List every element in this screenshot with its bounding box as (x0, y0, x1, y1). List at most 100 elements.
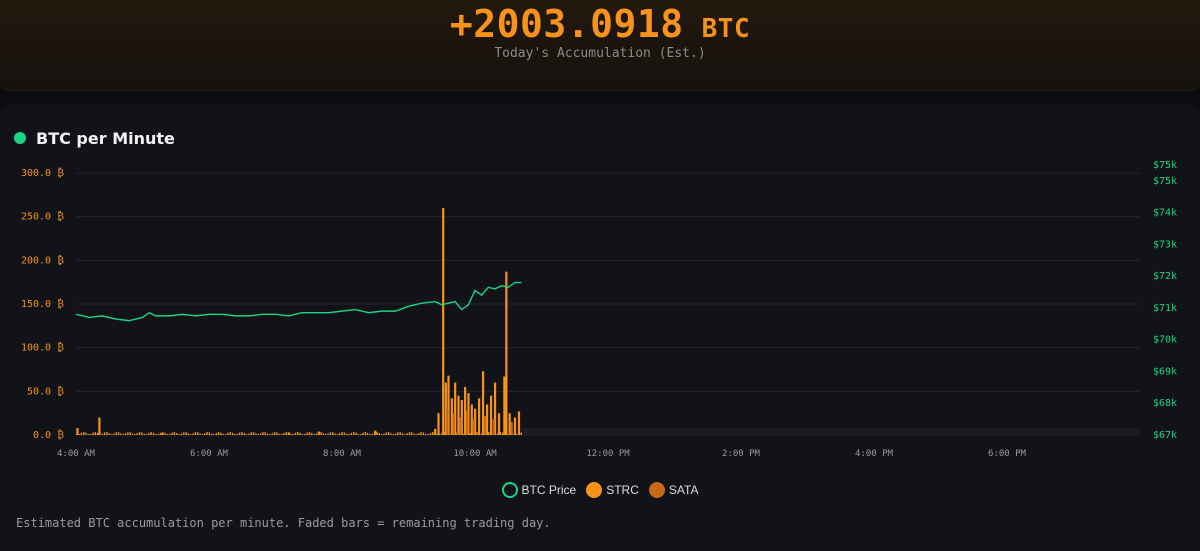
strc-bar (208, 432, 211, 435)
legend-label: SATA (668, 483, 699, 497)
strc-bar (204, 433, 206, 435)
sata-bar (452, 413, 455, 435)
strc-bar (227, 432, 229, 435)
y-left-tick-label: 0.0 ₿ (33, 429, 64, 441)
chart-legend: BTC Price STRC SATA (0, 482, 1200, 498)
x-tick-label: 6:00 AM (190, 449, 229, 459)
strc-bar (192, 433, 194, 435)
strc-bar (120, 433, 122, 435)
sata-bar (466, 410, 469, 435)
strc-bar (269, 434, 271, 435)
legend-item-strc[interactable]: STRC (586, 482, 639, 498)
strc-bar (477, 398, 481, 435)
strc-bar (497, 413, 501, 435)
sata-bar (446, 408, 449, 435)
strc-bar (443, 432, 446, 435)
strc-bar (108, 433, 110, 435)
strc-bar (197, 432, 199, 435)
strc-bar (252, 432, 255, 435)
strc-bar (159, 432, 162, 435)
strc-bar (487, 432, 490, 435)
sata-bar (510, 421, 513, 435)
strc-bar (157, 433, 159, 435)
y-right-tick-label: $67k (1153, 430, 1177, 441)
y-left-tick-label: 50.0 ₿ (27, 385, 64, 397)
strc-bar (437, 413, 440, 435)
strc-bar (467, 393, 470, 435)
strc-bar (276, 432, 278, 435)
strc-bar (357, 433, 360, 435)
y-right-tick-label: $72k (1153, 271, 1177, 282)
strc-bar (470, 404, 473, 435)
strc-bar (101, 433, 104, 435)
strc-bar (481, 371, 485, 435)
strc-bar (480, 433, 483, 435)
strc-bar (257, 434, 259, 435)
strc-bar (294, 432, 297, 435)
y-left-tick-label: 300.0 ₿ (21, 167, 64, 179)
strc-bar (422, 432, 425, 435)
strc-bar (220, 432, 222, 435)
strc-bar (292, 433, 294, 435)
strc-bar (429, 432, 432, 435)
accumulation-unit: BTC (701, 14, 751, 44)
strc-bar (313, 434, 315, 435)
strc-bar (306, 432, 308, 435)
y-right-tick-label: $70k (1153, 335, 1177, 346)
strc-bar (299, 432, 301, 435)
strc-bar (399, 432, 401, 435)
strc-bar (92, 432, 94, 435)
strc-bar (287, 432, 290, 435)
strc-bar (283, 433, 285, 435)
strc-bar (89, 433, 92, 435)
strc-bar (503, 376, 506, 435)
strc-bar (185, 432, 187, 435)
strc-bar (352, 432, 355, 435)
strc-bar (238, 432, 241, 435)
strc-bar (236, 433, 238, 435)
strc-bar (194, 432, 197, 435)
strc-bar (241, 432, 243, 435)
strc-bar (401, 433, 404, 435)
strc-bar (320, 432, 322, 435)
strc-bar (148, 432, 150, 435)
strc-bar (432, 432, 434, 435)
strc-bar (520, 432, 522, 435)
strc-bar (217, 432, 220, 435)
strc-bar (301, 433, 304, 435)
strc-bar (374, 430, 377, 435)
strc-bar (259, 433, 262, 435)
strc-bar (447, 375, 450, 435)
strc-bar (464, 386, 467, 435)
strc-bar (255, 433, 257, 435)
legend-label: BTC Price (521, 483, 577, 497)
y-left-tick-label: 250.0 ₿ (21, 211, 64, 223)
strc-bar (434, 428, 437, 435)
legend-item-btc-price[interactable]: BTC Price (501, 482, 577, 498)
legend-label: STRC (606, 483, 639, 497)
strc-bar (462, 433, 464, 435)
strc-bar (380, 434, 383, 435)
strc-bar (383, 433, 385, 435)
strc-bar (278, 433, 280, 435)
strc-bar (169, 433, 171, 435)
x-tick-label: 12:00 PM (586, 449, 630, 459)
strc-bar (271, 433, 273, 435)
chart-title: BTC per Minute (14, 128, 175, 148)
strc-bar (355, 432, 357, 435)
strc-bar (78, 434, 80, 435)
strc-bar (411, 432, 413, 435)
chart-card: BTC per Minute 0.0 ₿ 50.0 ₿ 100.0 ₿ 150.0 ₿… (0, 104, 1200, 551)
legend-item-sata[interactable]: SATA (648, 482, 699, 498)
strc-bar (444, 382, 447, 435)
btc-per-minute-chart[interactable]: 0.0 ₿ 50.0 ₿ 100.0 ₿ 150.0 ₿ 200.0 ₿ 250.0 ₿ 3… (0, 104, 1200, 474)
strc-bar (122, 434, 124, 435)
strc-bar (350, 433, 353, 435)
strc-bar (234, 434, 236, 435)
strc-bar (420, 432, 422, 435)
strc-bar (364, 432, 367, 435)
strc-bar (469, 433, 471, 435)
strc-bar (322, 433, 325, 435)
y-left-tick-label: 150.0 ₿ (21, 298, 64, 310)
strc-bar (85, 432, 87, 435)
